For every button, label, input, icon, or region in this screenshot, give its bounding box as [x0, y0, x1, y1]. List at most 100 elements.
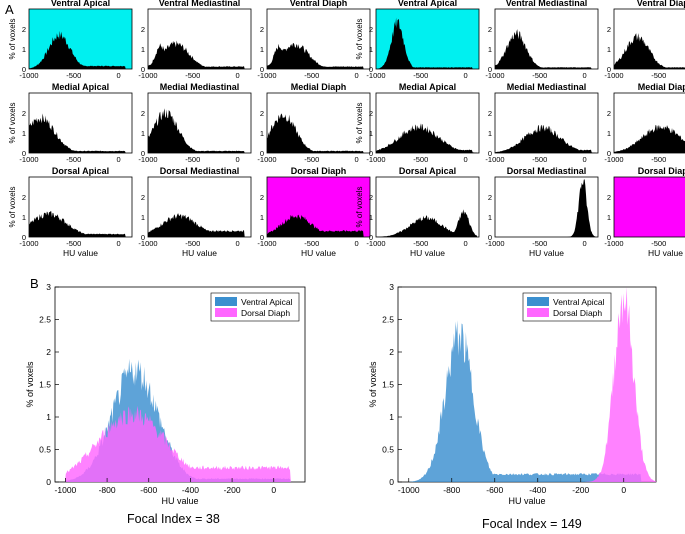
- y-tick-label: 0: [141, 233, 145, 242]
- histogram-bars: [148, 213, 250, 237]
- histogram-bars: [376, 123, 478, 153]
- legend-label: Dorsal Diaph: [553, 308, 602, 318]
- y-tick-label: 0: [22, 65, 26, 74]
- y-tick-label: 2: [260, 193, 264, 202]
- y-axis-label: % of voxels: [355, 19, 364, 60]
- panel-title: Medial Mediastinal: [507, 82, 587, 92]
- x-tick-label: 0: [463, 239, 467, 248]
- panel-title: Dorsal Diaph: [291, 166, 347, 176]
- y-tick-label: 1: [488, 129, 492, 138]
- x-tick-label: -500: [304, 239, 319, 248]
- y-tick-label: 1: [141, 213, 145, 222]
- x-axis-label: HU value: [301, 248, 336, 258]
- y-tick-label: 0.5: [39, 445, 51, 455]
- y-axis-label: % of voxels: [355, 103, 364, 144]
- panel-title: Ventral Apical: [398, 0, 457, 8]
- y-tick-label: 2: [369, 193, 373, 202]
- histogram-panel: Dorsal Diaph 0 1 2 -1000 -500 0 HU value: [257, 166, 371, 258]
- y-tick-label: 1: [369, 129, 373, 138]
- x-tick-label: -400: [182, 485, 199, 495]
- x-tick-label: -500: [66, 71, 81, 80]
- panel-title: Ventral Apical: [51, 0, 110, 8]
- x-tick-label: -600: [140, 485, 157, 495]
- x-tick-label: -1000: [138, 71, 157, 80]
- x-tick-label: -1000: [257, 71, 276, 80]
- y-tick-label: 2: [488, 25, 492, 34]
- y-tick-label: 2: [141, 193, 145, 202]
- x-tick-label: 0: [235, 155, 239, 164]
- y-tick-label: 1: [141, 45, 145, 54]
- x-tick-label: -1000: [19, 71, 38, 80]
- x-tick-label: -1000: [366, 239, 385, 248]
- y-tick-label: 2: [141, 109, 145, 118]
- y-tick-label: 0: [607, 65, 611, 74]
- x-tick-label: -200: [224, 485, 241, 495]
- x-tick-label: 0: [116, 239, 120, 248]
- histogram-bars: [614, 124, 685, 153]
- legend-swatch: [215, 308, 237, 317]
- y-tick-label: 1.5: [382, 380, 394, 390]
- panel-title: Dorsal Apical: [52, 166, 109, 176]
- legend-swatch: [527, 297, 549, 306]
- y-tick-label: 0: [488, 65, 492, 74]
- panel-title: Dorsal Mediastinal: [507, 166, 587, 176]
- y-axis-label: % of voxels: [25, 361, 35, 408]
- y-tick-label: 1: [369, 213, 373, 222]
- x-tick-label: -500: [413, 71, 428, 80]
- panel-title: Dorsal Apical: [399, 166, 456, 176]
- legend-label: Dorsal Diaph: [241, 308, 290, 318]
- x-tick-label: 0: [116, 71, 120, 80]
- x-tick-label: -1000: [366, 71, 385, 80]
- x-tick-label: -1000: [604, 155, 623, 164]
- y-tick-label: 3: [46, 282, 51, 292]
- histogram-bars: [29, 211, 131, 237]
- x-axis-label: HU value: [63, 248, 98, 258]
- x-tick-label: -1000: [19, 155, 38, 164]
- histogram-bars: [614, 33, 685, 69]
- histogram-bars: [376, 17, 478, 70]
- x-tick-label: -1000: [485, 71, 504, 80]
- y-tick-label: 1: [46, 412, 51, 422]
- y-tick-label: 0: [607, 233, 611, 242]
- y-tick-label: 1: [22, 45, 26, 54]
- histogram-series: [55, 405, 305, 482]
- x-tick-label: -1000: [55, 485, 77, 495]
- y-tick-label: 2: [46, 347, 51, 357]
- y-axis-label: % of voxels: [368, 361, 378, 408]
- x-tick-label: -1000: [257, 155, 276, 164]
- panel-a-label: A: [5, 2, 14, 17]
- y-tick-label: 0: [488, 233, 492, 242]
- focal-index-right: Focal Index = 149: [482, 517, 582, 531]
- histogram-bars: [495, 179, 597, 237]
- y-tick-label: 0: [369, 149, 373, 158]
- panel-title: Medial Mediastinal: [160, 82, 240, 92]
- x-tick-label: -500: [651, 155, 666, 164]
- x-axis-label: HU value: [182, 248, 217, 258]
- y-axis-label: % of voxels: [8, 103, 17, 144]
- y-tick-label: 0: [389, 477, 394, 487]
- y-tick-label: 2: [488, 109, 492, 118]
- x-tick-label: 0: [354, 239, 358, 248]
- y-tick-label: 1: [488, 45, 492, 54]
- y-tick-label: 2: [22, 25, 26, 34]
- panel-title: Medial Diaph: [638, 82, 685, 92]
- histogram-panel: Dorsal Apical 0 1 2 -1000 -500 0 % of voxels HU …: [8, 166, 133, 258]
- x-tick-label: -500: [304, 155, 319, 164]
- y-tick-label: 2: [22, 193, 26, 202]
- x-tick-label: 0: [235, 71, 239, 80]
- y-tick-label: 2: [607, 193, 611, 202]
- panel-title: Ventral Mediastinal: [506, 0, 588, 8]
- x-axis-label: HU value: [648, 248, 683, 258]
- panel-b-label: B: [30, 276, 39, 291]
- x-tick-label: 0: [621, 485, 626, 495]
- y-tick-label: 2: [22, 109, 26, 118]
- histogram-bars: [267, 214, 369, 237]
- histogram-bars: [29, 30, 131, 69]
- histogram-bars: [495, 124, 597, 153]
- x-tick-label: -500: [185, 239, 200, 248]
- y-axis-label: % of voxels: [8, 19, 17, 60]
- x-tick-label: -500: [532, 155, 547, 164]
- panel-title: Medial Apical: [399, 82, 456, 92]
- x-axis-label: HU value: [508, 496, 545, 506]
